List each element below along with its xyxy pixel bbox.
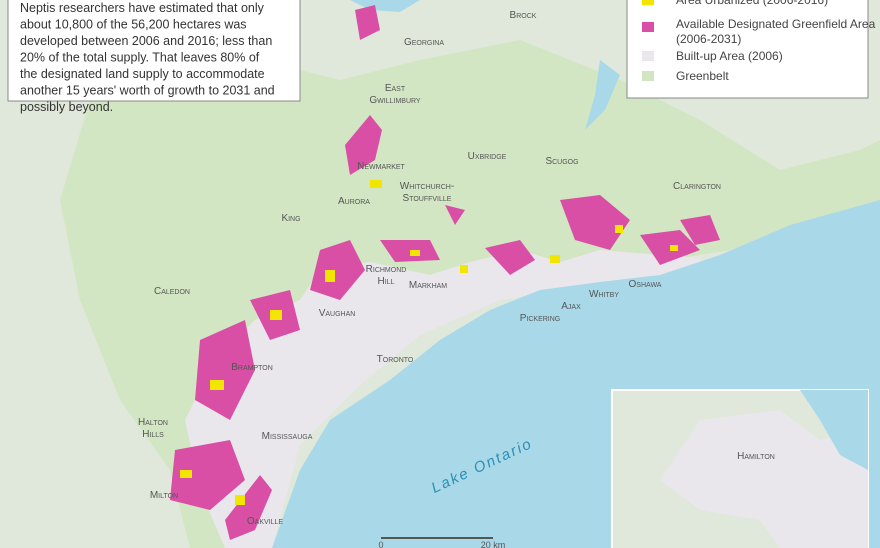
legend-label: (2006-2031) xyxy=(676,32,741,46)
place-label: Gwillimbury xyxy=(369,95,421,106)
place-label: East xyxy=(385,83,406,94)
place-label: Clarington xyxy=(673,181,721,192)
info-line: about 10,800 of the 56,200 hectares was xyxy=(20,18,247,32)
place-label: Markham xyxy=(409,280,447,291)
info-line: another 15 years' worth of growth to 203… xyxy=(20,84,275,98)
info-line: 20% of the total supply. That leaves 80%… xyxy=(20,51,260,65)
place-label: Aurora xyxy=(338,196,370,207)
place-label: Whitby xyxy=(589,289,619,300)
legend-label: Area Urbanized (2006-2016) xyxy=(676,0,828,7)
place-label: Whitchurch- xyxy=(400,181,454,192)
place-label: King xyxy=(281,213,300,224)
legend-swatch xyxy=(642,51,654,61)
built-up-area xyxy=(185,250,700,548)
place-label: Georgina xyxy=(404,37,444,48)
lake xyxy=(585,60,620,130)
place-label: Mississauga xyxy=(262,431,313,442)
place-label: Uxbridge xyxy=(468,151,507,162)
info-line: developed between 2006 and 2016; less th… xyxy=(20,34,272,48)
place-label: Caledon xyxy=(154,286,190,297)
legend-label: Built-up Area (2006) xyxy=(676,49,783,63)
place-label: Milton xyxy=(150,490,178,501)
legend-swatch xyxy=(642,22,654,32)
info-line: Neptis researchers have estimated that o… xyxy=(20,1,265,15)
info-line: possibly beyond. xyxy=(20,100,113,114)
place-label: Ajax xyxy=(561,301,581,312)
place-label: Richmond xyxy=(366,264,407,275)
place-label: Brock xyxy=(510,10,537,21)
info-line: the designated land supply to accommodat… xyxy=(20,67,265,81)
place-label: Oshawa xyxy=(629,279,662,290)
legend-swatch xyxy=(642,71,654,81)
lake-simcoe xyxy=(350,0,420,12)
place-label: Pickering xyxy=(520,313,561,324)
place-label: Halton xyxy=(138,417,168,428)
scale-label: 20 km xyxy=(481,540,506,548)
info-box xyxy=(7,0,301,102)
place-label: Toronto xyxy=(377,354,414,365)
scale-label: 0 xyxy=(378,540,383,548)
hamilton-inset xyxy=(611,389,869,548)
place-label: Vaughan xyxy=(319,308,356,319)
place-label: Hamilton xyxy=(737,451,775,462)
legend-label: Greenbelt xyxy=(676,69,729,83)
place-label: Scugog xyxy=(545,156,578,167)
legend xyxy=(626,0,869,99)
place-label: Oakville xyxy=(247,516,284,527)
place-label: Hills xyxy=(142,429,164,440)
legend-label: Available Designated Greenfield Area xyxy=(676,17,876,31)
legend-swatch xyxy=(642,0,654,5)
place-label: Newmarket xyxy=(357,161,405,172)
place-label: Stouffville xyxy=(403,193,452,204)
place-label: Brampton xyxy=(231,362,273,373)
place-label: Hill xyxy=(378,276,395,287)
